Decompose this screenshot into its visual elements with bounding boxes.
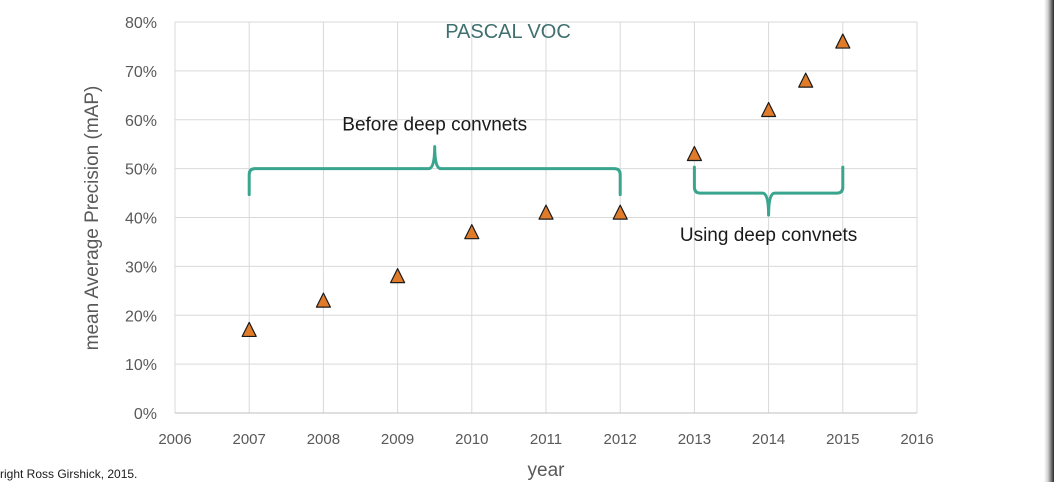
annotations: Before deep convnets Using deep convnets xyxy=(342,115,857,246)
x-tick-label: 2008 xyxy=(307,431,340,448)
data-point xyxy=(464,224,480,240)
y-tick-label: 80% xyxy=(125,15,157,32)
x-tick-label: 2015 xyxy=(826,431,859,448)
y-axis-label: mean Average Precision (mAP) xyxy=(82,86,103,351)
annotation-before-deep-convnets: Before deep convnets xyxy=(342,115,527,136)
data-point xyxy=(538,204,554,220)
y-tick-label: 70% xyxy=(125,64,157,81)
x-tick-label: 2007 xyxy=(233,431,266,448)
y-tick-label: 40% xyxy=(125,211,157,228)
x-tick-label: 2012 xyxy=(604,431,637,448)
x-tick-label: 2016 xyxy=(900,431,933,448)
data-point xyxy=(241,321,257,338)
data-point xyxy=(612,204,628,220)
y-tick-label: 10% xyxy=(125,357,157,374)
data-points xyxy=(241,33,851,338)
x-tick-label: 2014 xyxy=(752,431,785,448)
chart-title: PASCAL VOC xyxy=(445,21,571,43)
x-axis-label: year xyxy=(528,460,566,481)
y-tick-label: 30% xyxy=(125,259,157,276)
data-point xyxy=(798,72,814,88)
copyright-credit: right Ross Girshick, 2015. xyxy=(0,467,137,481)
window-edge xyxy=(1044,0,1054,482)
y-tick-label: 0% xyxy=(134,406,157,423)
x-tick-labels: 2006 2007 2008 2009 2010 2011 2012 2013 2014 2015… xyxy=(158,431,933,448)
y-tick-label: 60% xyxy=(125,113,157,130)
data-point xyxy=(315,292,331,308)
y-tick-label: 20% xyxy=(125,308,157,325)
data-point xyxy=(760,101,777,118)
y-tick-labels: 0% 10% 20% 30% 40% 50% 60% 70% 80% xyxy=(125,15,157,423)
bracket-using-deep-convnets xyxy=(692,165,845,217)
y-tick-label: 50% xyxy=(125,162,157,179)
x-tick-label: 2006 xyxy=(158,431,191,448)
data-point xyxy=(835,33,851,49)
bracket-before-deep-convnets xyxy=(247,145,622,197)
x-tick-label: 2009 xyxy=(381,431,414,448)
x-tick-label: 2013 xyxy=(678,431,711,448)
data-point xyxy=(390,268,406,284)
data-point xyxy=(686,145,703,162)
annotation-using-deep-convnets: Using deep convnets xyxy=(680,225,857,246)
x-tick-label: 2011 xyxy=(530,431,562,448)
brackets xyxy=(247,145,845,217)
x-tick-label: 2010 xyxy=(455,431,488,448)
